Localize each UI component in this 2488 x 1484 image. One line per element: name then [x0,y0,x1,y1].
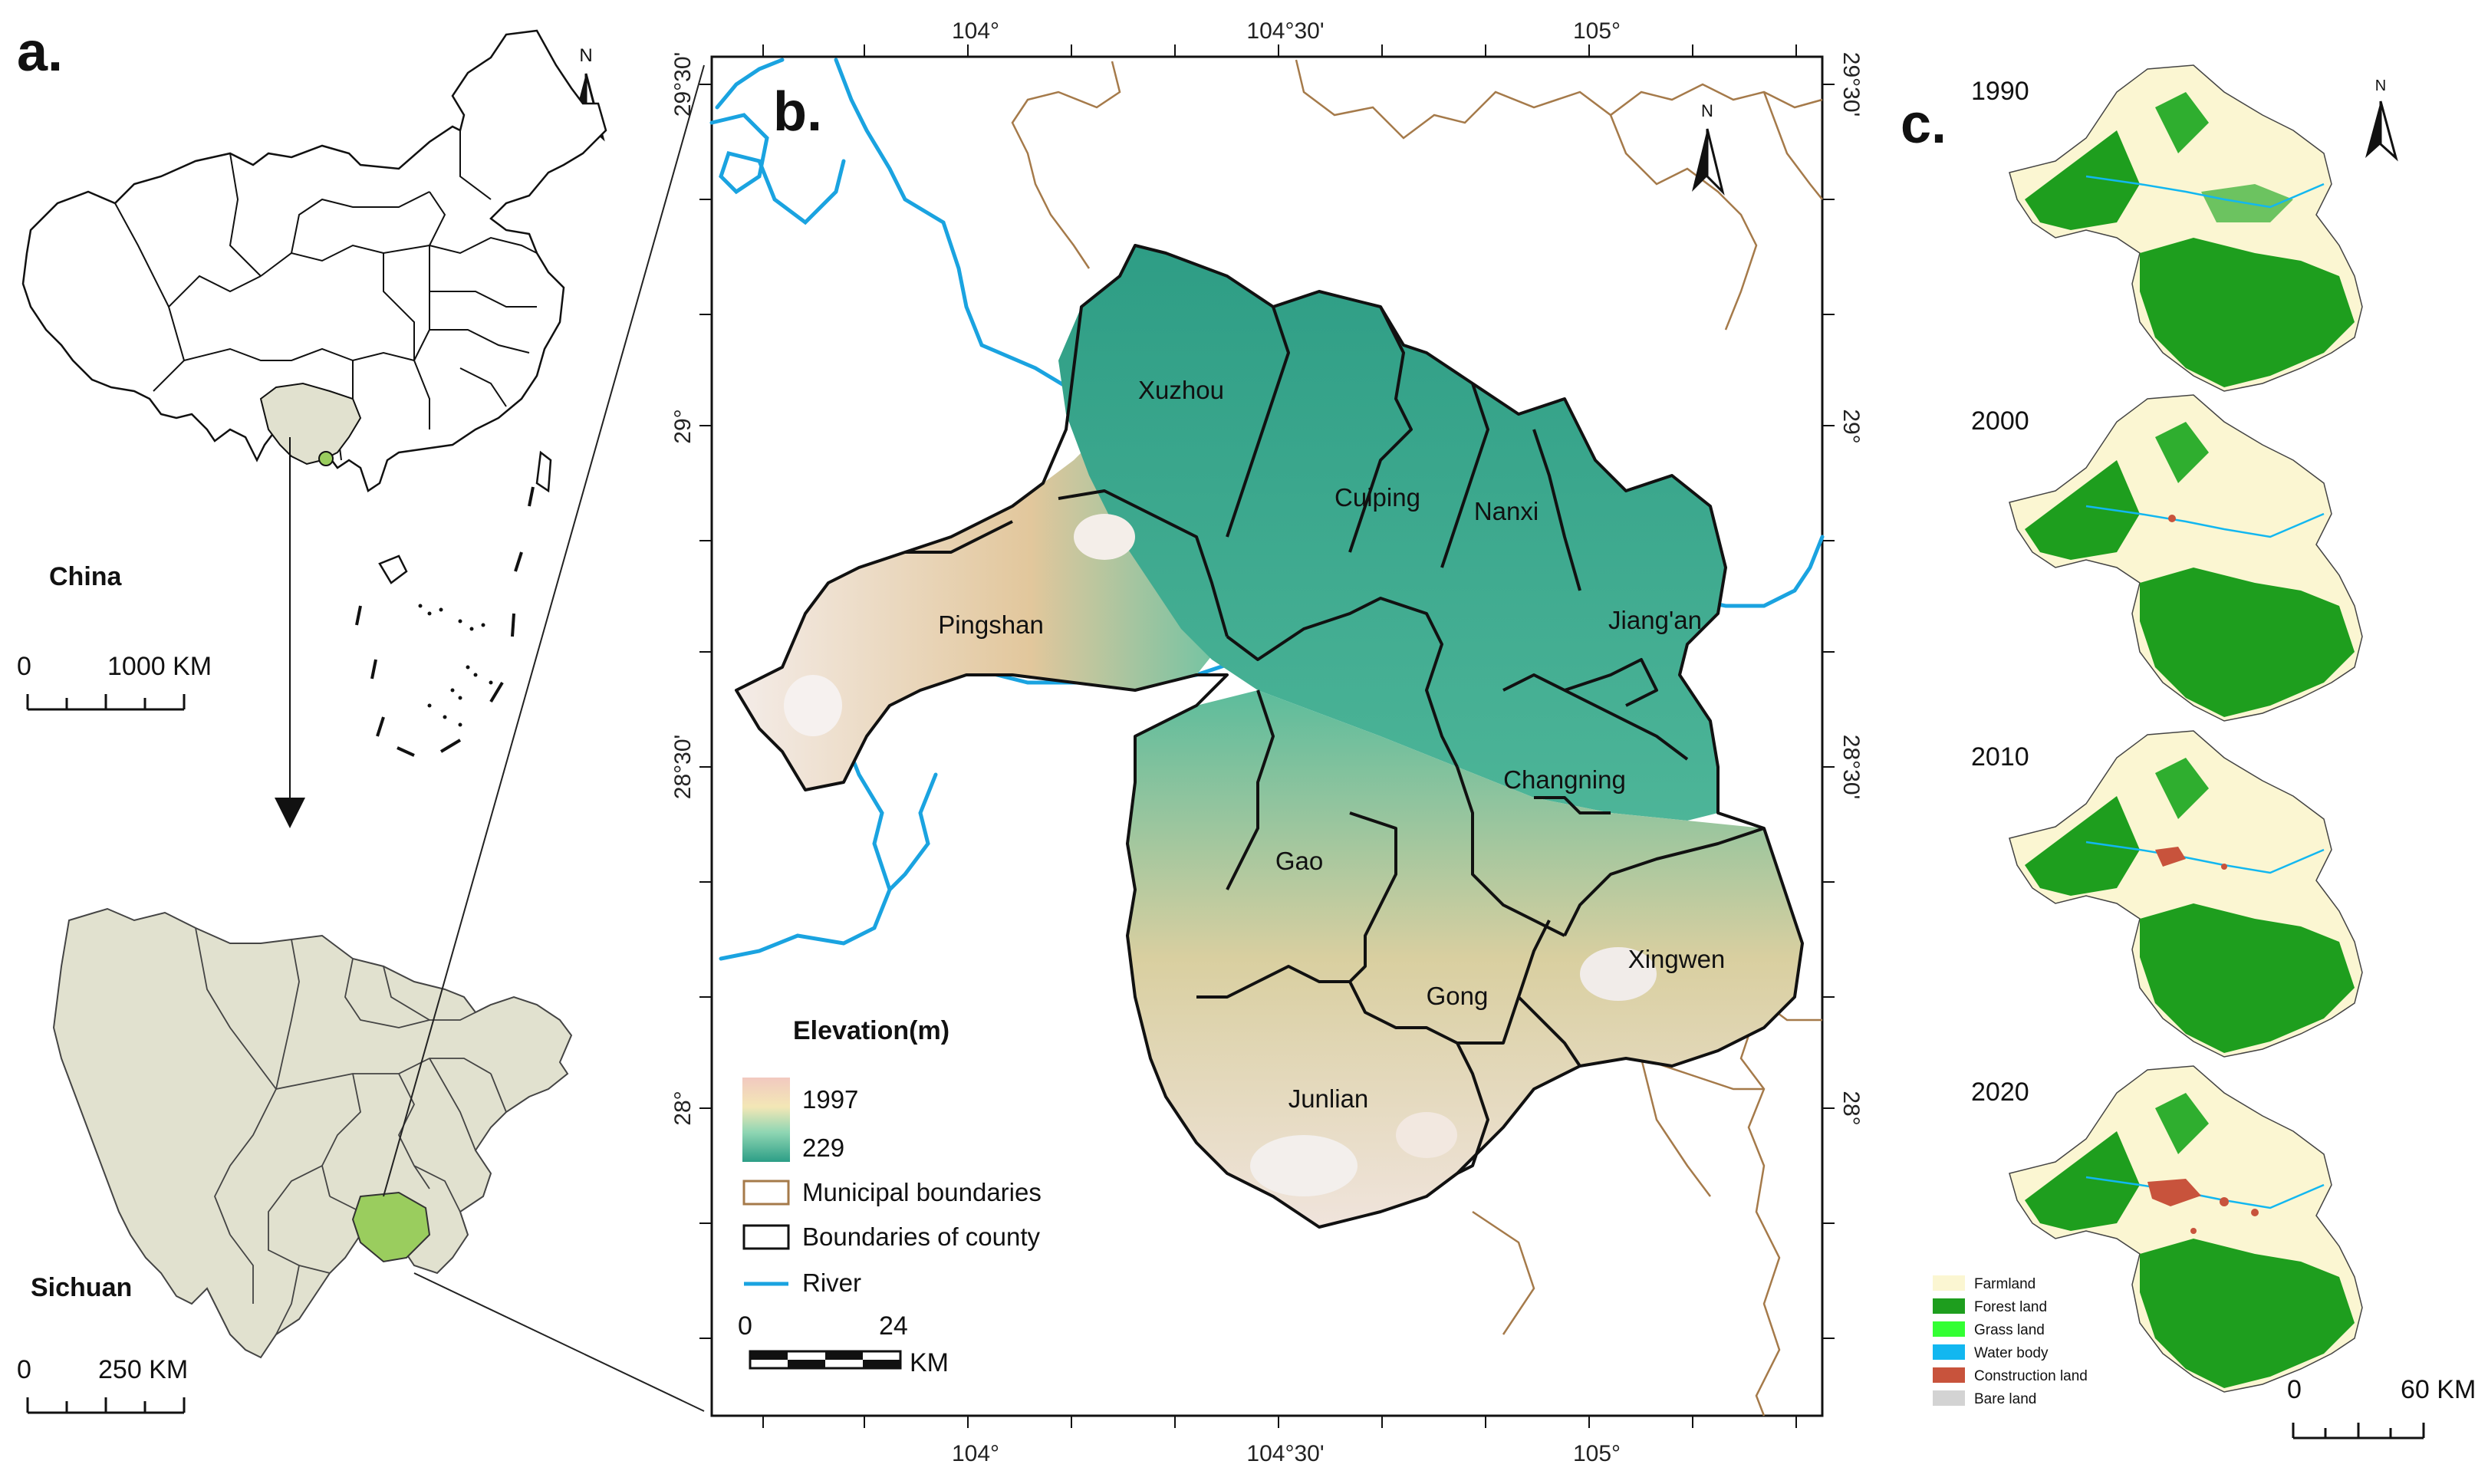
sichuan-scale-zero: 0 [17,1355,31,1384]
left-tick-29-30: 29°30' [670,52,696,117]
legend-farmland: Farmland [1974,1276,2035,1292]
county-label-nanxi: Nanxi [1474,497,1539,525]
zoom-lines [383,64,705,1412]
bottom-tick-105: 105° [1573,1441,1621,1466]
legend-bare: Bare land [1974,1391,2036,1407]
year-label-2010: 2010 [1971,742,2029,772]
bottom-tick-104: 104° [952,1441,999,1466]
scale-b-unit: KM [910,1348,949,1377]
panel-a-letter: a. [17,21,63,83]
panel-c: c. N 1990 2000 2010 [1901,64,2476,1440]
county-label-xingwen: Xingwen [1628,945,1726,973]
study-area-terrain [736,245,1802,1227]
legend-grass: Grass land [1974,1322,2045,1338]
legend-water: Water body [1974,1345,2049,1361]
legend-grass-swatch [1933,1321,1965,1337]
panel-c-letter: c. [1901,94,1947,155]
legend-municipal-swatch [742,1180,790,1206]
landuse-legend: Farmland Forest land Grass land Water bo… [1933,1275,2088,1407]
right-tick-28-30: 28°30' [1838,735,1864,799]
left-tick-28: 28° [670,1091,696,1125]
north-label-b: N [1701,101,1713,120]
legend-forest-swatch [1933,1298,1965,1314]
top-tick-105: 105° [1573,18,1621,44]
panel-b-letter: b. [773,81,822,143]
north-arrow-icon-b: N [1692,101,1725,196]
right-tick-29: 29° [1838,409,1864,443]
down-arrow-icon [275,437,305,828]
legend-title: Elevation(m) [793,1016,949,1045]
north-label-c: N [2375,77,2386,94]
county-label-jiangan: Jiang'an [1608,606,1702,634]
sichuan-label: Sichuan [31,1273,132,1302]
china-scale-bar: 0 1000 KM [17,652,212,711]
year-label-1990: 1990 [1971,77,2029,106]
county-boundaries [735,244,1804,1229]
scale-c-zero: 0 [2287,1375,2302,1404]
north-label-a: N [579,45,592,66]
legend-county-swatch [742,1224,790,1250]
left-tick-28-30: 28°30' [670,735,696,799]
south-sea-islands [418,604,493,727]
china-label: China [49,562,123,591]
county-label-changning: Changning [1503,765,1626,794]
left-tick-29: 29° [670,409,696,443]
china-scale-zero: 0 [17,652,31,681]
legend-county: Boundaries of county [802,1222,1041,1251]
legend-forest: Forest land [1974,1299,2047,1315]
panel-a: a. N [17,21,607,1414]
landuse-map-1990: 1990 [1971,64,2363,392]
scale-bar-c: 0 60 KM [2287,1375,2476,1440]
legend-farmland-swatch [1933,1275,1965,1291]
sichuan-scale-bar: 0 250 KM [17,1355,188,1414]
china-map [21,29,607,584]
county-label-cuiping: Cuiping [1335,483,1420,512]
china-scale-end: 1000 KM [107,652,212,681]
county-label-pingshan: Pingshan [938,610,1044,639]
scale-bar-b: 0 24 KM [738,1311,949,1377]
legend-elev-low: 229 [802,1134,844,1162]
scale-c-end: 60 KM [2401,1375,2476,1404]
right-tick-29-30: 29°30' [1838,52,1864,117]
frame-ticks [699,44,1835,1428]
elevation-color-ramp [742,1078,790,1162]
elevation-legend: Elevation(m) 1997 229 Municipal boundari… [742,1016,1042,1297]
year-label-2020: 2020 [1971,1078,2029,1107]
legend-construction: Construction land [1974,1368,2088,1384]
legend-water-swatch [1933,1344,1965,1360]
landuse-map-2010: 2010 [1971,730,2363,1058]
scale-b-mid: 24 [879,1311,908,1341]
legend-river: River [802,1268,861,1297]
legend-bare-swatch [1933,1390,1965,1406]
north-arrow-icon-c: N [2365,77,2398,162]
legend-municipal: Municipal boundaries [802,1178,1042,1206]
top-tick-104-30: 104°30' [1246,18,1324,44]
bottom-tick-104-30: 104°30' [1246,1441,1324,1466]
legend-elev-high: 1997 [802,1085,858,1114]
panel-b: 104° 104°30' 105° 104° 104°30' 105° 29°3… [670,18,1864,1466]
right-tick-28: 28° [1838,1091,1864,1125]
year-label-2000: 2000 [1971,406,2029,436]
municipal-boundaries [1011,59,1823,1417]
county-label-gong: Gong [1427,982,1489,1010]
landuse-map-2020: 2020 [1971,1065,2363,1393]
scale-b-zero: 0 [738,1311,752,1341]
county-label-xuzhou: Xuzhou [1138,376,1224,404]
top-tick-104: 104° [952,18,999,44]
nine-dash-line [355,486,535,757]
county-label-junlian: Junlian [1288,1084,1369,1113]
county-label-gao: Gao [1275,847,1323,875]
sichuan-map [52,907,573,1359]
landuse-map-2000: 2000 [1971,394,2363,722]
sichuan-scale-end: 250 KM [98,1355,188,1384]
legend-construction-swatch [1933,1367,1965,1383]
